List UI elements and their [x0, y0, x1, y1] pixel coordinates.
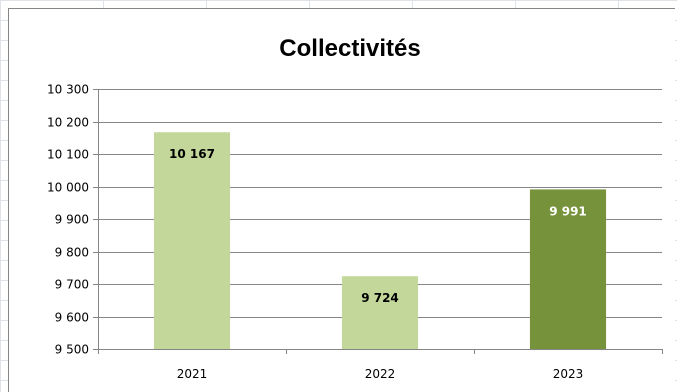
x-tick-label: 2022 — [365, 367, 396, 381]
data-label: 9 991 — [549, 204, 587, 218]
y-tick-label: 10 000 — [47, 181, 89, 195]
x-tick-label: 2023 — [553, 367, 584, 381]
bar-2021[interactable] — [153, 132, 231, 349]
chart-title: Collectivités — [279, 35, 420, 62]
y-tick-label: 9 600 — [55, 311, 89, 325]
y-tick-label: 10 100 — [47, 148, 89, 162]
data-labels: 10 167 9 724 9 991 — [169, 147, 587, 305]
x-axis-tick-labels: 2021 2022 2023 — [177, 367, 584, 381]
axes — [98, 89, 663, 354]
x-tick-label: 2021 — [177, 367, 208, 381]
y-tick-label: 9 900 — [55, 213, 89, 227]
y-tick-label: 9 800 — [55, 246, 89, 260]
y-tick-label: 10 300 — [47, 83, 89, 97]
y-axis-tick-labels: 9 500 9 600 9 700 9 800 9 900 10 000 10 100 10 … — [47, 83, 89, 357]
bar-2023[interactable] — [529, 189, 607, 349]
y-tick-label: 9 700 — [55, 278, 89, 292]
y-tick-label: 10 200 — [47, 116, 89, 130]
bars — [153, 132, 607, 349]
data-label: 10 167 — [169, 147, 215, 161]
bar-2022[interactable] — [341, 276, 419, 349]
y-tick-label: 9 500 — [55, 343, 89, 357]
data-label: 9 724 — [361, 291, 399, 305]
